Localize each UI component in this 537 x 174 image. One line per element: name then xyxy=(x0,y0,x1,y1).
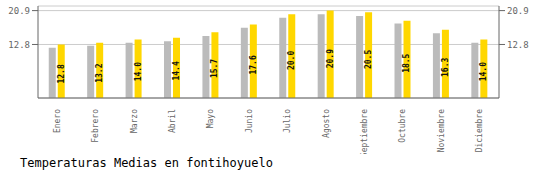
svg-text:Septiembre: Septiembre xyxy=(360,109,369,154)
svg-text:20.9: 20.9 xyxy=(8,6,30,16)
svg-text:12.8: 12.8 xyxy=(57,64,66,83)
svg-text:Diciembre: Diciembre xyxy=(475,109,484,153)
svg-text:Marzo: Marzo xyxy=(130,109,139,133)
svg-text:14.0: 14.0 xyxy=(479,62,488,81)
svg-text:18.5: 18.5 xyxy=(403,53,412,72)
svg-text:17.6: 17.6 xyxy=(249,55,258,74)
svg-text:Julio: Julio xyxy=(283,109,292,133)
html-text:Temperaturas Medias en fontiho: Temperaturas Medias en fontihoyuelo xyxy=(20,156,273,170)
svg-text:Agosto: Agosto xyxy=(322,109,331,138)
svg-text:Mayo: Mayo xyxy=(206,109,215,128)
svg-text:20.9: 20.9 xyxy=(326,49,335,68)
svg-text:Enero: Enero xyxy=(53,109,62,133)
svg-text:12.8: 12.8 xyxy=(507,40,529,50)
svg-text:14.4: 14.4 xyxy=(172,61,181,80)
svg-text:Abril: Abril xyxy=(168,109,177,133)
svg-text:20.5: 20.5 xyxy=(364,50,373,69)
svg-text:20.9: 20.9 xyxy=(507,6,529,16)
svg-text:Febrero: Febrero xyxy=(91,109,100,143)
svg-text:13.2: 13.2 xyxy=(95,63,104,82)
svg-text:15.7: 15.7 xyxy=(210,59,219,78)
svg-text:12.8: 12.8 xyxy=(8,40,30,50)
svg-text:16.3: 16.3 xyxy=(441,58,450,77)
svg-text:Octubre: Octubre xyxy=(398,109,407,143)
svg-text:20.0: 20.0 xyxy=(287,51,296,70)
svg-text:14.0: 14.0 xyxy=(134,62,143,81)
svg-text:Noviembre: Noviembre xyxy=(437,109,446,153)
svg-text:Junio: Junio xyxy=(245,109,254,133)
